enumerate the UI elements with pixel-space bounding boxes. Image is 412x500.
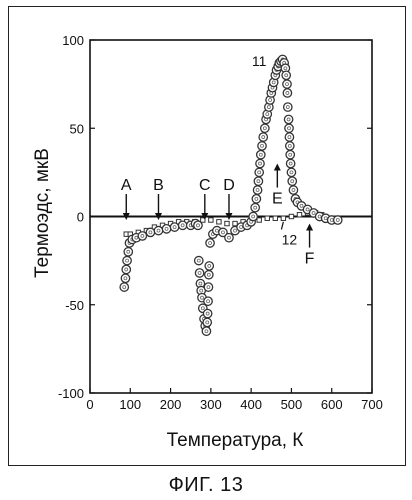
series-12-point xyxy=(257,218,261,222)
series-11-point xyxy=(120,283,128,291)
leader-12 xyxy=(281,222,283,230)
series-11-point xyxy=(202,327,210,335)
series-11-point xyxy=(203,309,211,317)
series-12-point xyxy=(225,221,229,225)
series-11-point xyxy=(283,80,291,88)
series-11-point xyxy=(284,115,292,123)
series-11-point xyxy=(138,232,146,240)
series-11-point xyxy=(249,212,257,220)
annotation-F: F xyxy=(305,251,315,268)
series-11-point xyxy=(195,256,203,264)
series-11-point xyxy=(285,133,293,141)
series-11-point xyxy=(195,269,203,277)
series-11-point xyxy=(259,133,267,141)
series-12-point xyxy=(233,221,237,225)
series-11-point xyxy=(261,124,269,132)
x-tick-label: 0 xyxy=(86,397,93,412)
y-axis-label: Термоэдс, мкВ xyxy=(32,148,53,278)
series-11-point xyxy=(251,203,259,211)
series-11-point xyxy=(283,89,291,97)
series-11-point xyxy=(194,221,202,229)
annotation-11: 11 xyxy=(252,53,267,69)
arrow-head-F xyxy=(306,224,313,231)
series-11-point xyxy=(203,318,211,326)
series-11-point xyxy=(252,195,260,203)
series-11-point xyxy=(286,159,294,167)
series-12-point xyxy=(273,216,277,220)
y-tick-label: -50 xyxy=(65,298,84,313)
annotation-A: A xyxy=(121,177,132,194)
series-11-point xyxy=(204,297,212,305)
x-tick-label: 600 xyxy=(321,397,343,412)
series-11-point xyxy=(204,283,212,291)
x-tick-label: 700 xyxy=(361,397,383,412)
series-11-point xyxy=(284,103,292,111)
series-11-point xyxy=(288,177,296,185)
y-tick-label: 0 xyxy=(77,210,84,225)
series-11-point xyxy=(122,265,130,273)
series-11-point xyxy=(121,274,129,282)
series-12-point xyxy=(265,216,269,220)
x-axis-ticks: 0 100 200 300 400 500 600 700 xyxy=(86,388,382,412)
series-12-point xyxy=(209,218,213,222)
y-tick-label: 50 xyxy=(70,121,84,136)
series-11-point xyxy=(286,151,294,159)
annotation-12: 12 xyxy=(282,231,298,247)
series-11-point xyxy=(286,142,294,150)
x-tick-label: 300 xyxy=(200,397,222,412)
series-11-point xyxy=(289,186,297,194)
figure-caption: ФИГ. 13 xyxy=(0,474,412,497)
x-tick-label: 100 xyxy=(119,397,141,412)
x-tick-label: 500 xyxy=(281,397,303,412)
series-12-point xyxy=(217,220,221,224)
series-11-point xyxy=(225,233,233,241)
series-11-point xyxy=(154,226,162,234)
annotation-D: D xyxy=(223,177,235,194)
y-tick-label: -100 xyxy=(58,386,84,401)
series-11-point xyxy=(285,124,293,132)
series-12-point xyxy=(289,214,293,218)
series-11-point xyxy=(205,271,213,279)
series-11-point xyxy=(257,151,265,159)
series-11-point xyxy=(205,262,213,270)
annotation-B: B xyxy=(153,177,164,194)
series-12-point xyxy=(281,216,285,220)
series-11-point xyxy=(123,256,131,264)
series-11-point xyxy=(162,225,170,233)
annotation-E: E xyxy=(272,191,283,208)
arrow-head-E xyxy=(274,164,281,171)
x-axis-label: Температура, К xyxy=(167,430,304,451)
series-11-point xyxy=(258,142,266,150)
thermopower-chart: 0 100 200 300 400 500 600 700 -100 -50 0 50 100 A B C… xyxy=(0,0,412,470)
series-11-point xyxy=(256,159,264,167)
series-11-point xyxy=(206,239,214,247)
series-11-point xyxy=(178,221,186,229)
series-11-point xyxy=(255,168,263,176)
x-tick-label: 200 xyxy=(160,397,182,412)
series-11-point xyxy=(287,168,295,176)
series-11-point xyxy=(282,71,290,79)
series-11-point xyxy=(254,177,262,185)
series-11-point xyxy=(253,186,261,194)
x-tick-label: 400 xyxy=(240,397,262,412)
y-tick-label: 100 xyxy=(62,33,84,48)
series-12-point xyxy=(297,213,301,217)
series-11-markers xyxy=(120,55,342,335)
series-11-point xyxy=(334,216,342,224)
annotation-C: C xyxy=(199,177,211,194)
series-11-point xyxy=(124,248,132,256)
series-11-point xyxy=(146,228,154,236)
series-11-point xyxy=(170,223,178,231)
